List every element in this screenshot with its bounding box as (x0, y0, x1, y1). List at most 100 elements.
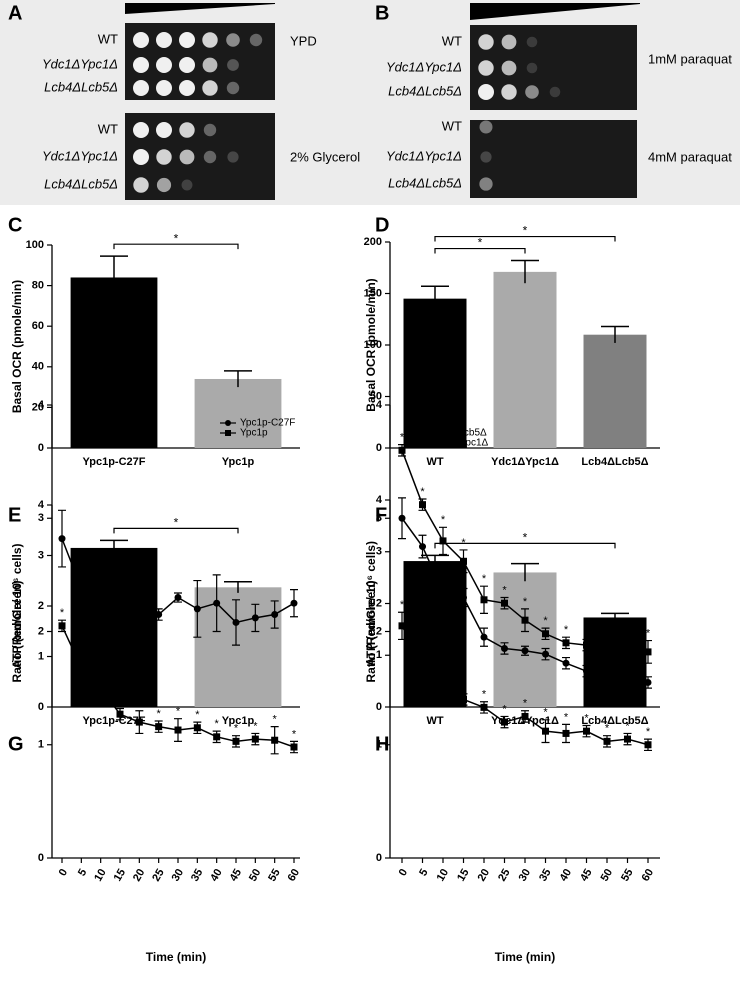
y-tick-label: 3 (38, 549, 44, 561)
marker (542, 727, 549, 735)
marker (415, 420, 421, 426)
significance-label: * (273, 714, 278, 726)
strain-label: WT (98, 121, 118, 136)
y-tick-label: 3 (376, 546, 382, 558)
marker (290, 599, 298, 607)
marker (419, 543, 426, 551)
x-tick-label: 50 (247, 867, 264, 884)
marker (271, 611, 279, 619)
marker (644, 648, 652, 656)
marker (419, 501, 426, 509)
x-tick-label: 15 (112, 867, 129, 884)
significance-label: * (502, 584, 507, 596)
x-tick-label: 5 (76, 867, 89, 878)
spot (179, 32, 195, 48)
spot (133, 80, 149, 96)
y-tick-label: 200 (364, 236, 382, 248)
significance-label: * (461, 681, 466, 693)
y-tick-label: 2 (38, 625, 44, 637)
marker (232, 618, 240, 626)
condition-label: 1mM paraquat (648, 51, 732, 66)
spot (156, 149, 172, 165)
spot (478, 34, 494, 50)
y-axis-label: Ratio (Red/Green) (10, 580, 24, 682)
spot (133, 57, 149, 73)
marker (58, 622, 66, 630)
significance-label: * (564, 711, 569, 723)
x-tick-label: 0 (397, 867, 410, 878)
legend-label: Ypc1p (240, 428, 268, 439)
marker (116, 605, 124, 613)
spot (526, 36, 538, 48)
y-tick-label: 0 (376, 701, 382, 713)
marker (480, 703, 488, 711)
marker (193, 605, 201, 613)
marker (251, 735, 259, 743)
spot (227, 151, 239, 163)
x-tick-label: 20 (131, 867, 148, 884)
plate (125, 23, 275, 100)
x-tick-label: 45 (578, 867, 595, 884)
spot (133, 32, 149, 48)
marker (225, 420, 231, 426)
marker (439, 588, 447, 596)
marker (271, 736, 279, 744)
significance-label: * (400, 599, 405, 611)
marker (398, 514, 406, 522)
significance-label: * (605, 723, 610, 735)
marker (624, 690, 631, 698)
panel-letter: D (375, 214, 389, 236)
x-tick-label: Lcb4ΔLcb5Δ (581, 715, 648, 727)
legend-label: Lcb4ΔLcb5Δ (430, 428, 487, 439)
y-tick-label: 50 (370, 390, 382, 402)
marker (501, 599, 508, 607)
marker (603, 737, 611, 745)
strain-label: Ydc1ΔYpc1Δ (386, 148, 462, 163)
x-tick-label: 45 (228, 867, 245, 884)
y-axis-label: ATP (nmole/ 10⁶ cells) (10, 543, 24, 668)
y-tick-label: 4 (376, 399, 383, 411)
y-tick-label: 3 (376, 512, 382, 524)
y-tick-label: 0 (38, 442, 44, 454)
significance-label: * (523, 531, 528, 545)
y-tick-label: 2 (38, 600, 44, 612)
x-tick-label: 40 (558, 867, 575, 884)
spot (249, 33, 263, 47)
significance-label: * (646, 627, 651, 639)
significance-label: * (176, 706, 181, 718)
spot (501, 84, 517, 100)
marker (562, 729, 570, 737)
marker (77, 584, 85, 592)
marker (583, 727, 590, 735)
marker (135, 594, 143, 602)
significance-label: * (523, 698, 528, 710)
spot (202, 80, 218, 96)
legend-label: Ydc1ΔYpc1Δ (430, 438, 489, 449)
marker (583, 641, 590, 649)
y-tick-label: 100 (26, 239, 44, 251)
panel-letter: C (8, 214, 22, 236)
significance-label: * (482, 573, 487, 585)
x-tick-label: 5 (417, 867, 430, 878)
marker (501, 644, 508, 652)
significance-label: * (195, 709, 200, 721)
y-tick-label: 2 (376, 625, 382, 637)
significance-bracket (434, 247, 526, 254)
y-tick-label: 80 (32, 280, 44, 292)
marker (135, 718, 143, 726)
y-axis-label: Basal OCR (pmole/min) (10, 280, 24, 413)
y-axis-label: Basal OCR (pmole/min) (364, 278, 378, 411)
bar (583, 617, 647, 707)
x-tick-label: 60 (640, 867, 657, 884)
spot (203, 123, 217, 137)
significance-label: * (118, 695, 123, 707)
bar (403, 561, 467, 707)
y-tick-label: 40 (32, 361, 44, 373)
x-tick-label: 25 (496, 867, 513, 884)
x-axis-label: Time (min) (495, 950, 555, 964)
significance-label: * (253, 720, 258, 732)
x-tick-label: 30 (517, 867, 534, 884)
spot (202, 32, 218, 48)
marker (521, 712, 529, 720)
marker (155, 611, 163, 619)
